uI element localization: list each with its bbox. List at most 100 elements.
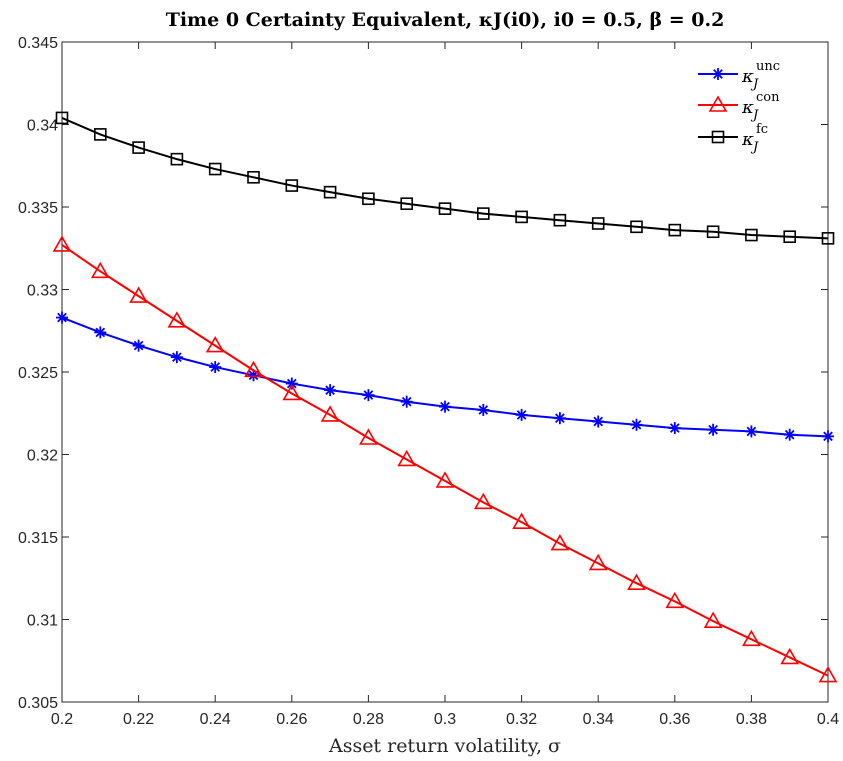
y-axis: 0.305 0.31 0.315 0.32 0.325 0.33 0.335 0.34 0.34… bbox=[18, 35, 828, 712]
x-axis-label: Asset return volatility, σ bbox=[328, 735, 561, 757]
x-tick-label: 0.32 bbox=[506, 711, 537, 728]
legend-label-base: κ bbox=[741, 97, 754, 118]
asterisk-marker bbox=[515, 408, 528, 421]
asterisk-marker bbox=[712, 68, 724, 80]
triangle-marker bbox=[90, 261, 110, 279]
triangle-marker bbox=[627, 573, 646, 591]
x-tick-label: 0.24 bbox=[200, 711, 231, 728]
y-tick-label: 0.335 bbox=[18, 200, 58, 217]
square-marker bbox=[706, 225, 720, 239]
square-marker bbox=[821, 232, 835, 245]
triangle-marker bbox=[588, 553, 608, 571]
square-marker bbox=[591, 217, 605, 230]
square-marker bbox=[208, 162, 222, 176]
triangle-marker bbox=[129, 286, 148, 303]
series-asterisk bbox=[56, 311, 834, 443]
square-marker bbox=[400, 197, 414, 210]
square-marker bbox=[55, 111, 69, 125]
square-marker bbox=[285, 179, 299, 192]
asterisk-marker bbox=[362, 389, 375, 402]
square-marker bbox=[132, 141, 145, 154]
asterisk-marker bbox=[94, 326, 107, 339]
triangle-marker bbox=[473, 492, 493, 510]
asterisk-marker bbox=[439, 400, 451, 413]
triangle-marker bbox=[780, 647, 800, 665]
square-marker bbox=[668, 223, 682, 237]
triangle-marker bbox=[435, 471, 455, 488]
asterisk-marker bbox=[707, 423, 720, 436]
triangle-marker bbox=[320, 405, 340, 422]
series-layer bbox=[52, 111, 838, 683]
triangle-marker bbox=[52, 235, 72, 252]
triangle-marker bbox=[708, 95, 728, 112]
y-tick-label: 0.32 bbox=[27, 448, 58, 465]
square-marker bbox=[170, 152, 184, 166]
series-line bbox=[61, 116, 829, 240]
series-line bbox=[61, 244, 829, 677]
asterisk-marker bbox=[822, 430, 834, 443]
x-tick-label: 0.34 bbox=[583, 711, 614, 728]
triangle-marker bbox=[167, 311, 187, 328]
triangle-marker bbox=[512, 512, 531, 529]
legend-label-sup: unc bbox=[756, 59, 780, 74]
asterisk-marker bbox=[209, 361, 222, 374]
asterisk-marker bbox=[324, 384, 337, 397]
asterisk-marker bbox=[477, 403, 490, 416]
x-tick-label: 0.3 bbox=[434, 711, 456, 728]
triangle-marker bbox=[282, 383, 302, 401]
x-axis: 0.2 0.22 0.24 0.26 0.28 0.3 0.32 0.34 0.36 0.38 0.… bbox=[51, 42, 839, 728]
legend-label-sub: J bbox=[750, 77, 759, 92]
asterisk-marker bbox=[285, 377, 298, 390]
triangle-marker bbox=[665, 591, 685, 609]
x-tick-label: 0.36 bbox=[659, 711, 690, 728]
y-tick-label: 0.34 bbox=[27, 118, 58, 135]
y-tick-label: 0.31 bbox=[27, 613, 58, 630]
asterisk-marker bbox=[553, 412, 566, 425]
series-triangle bbox=[52, 235, 838, 683]
x-tick-label: 0.38 bbox=[736, 711, 767, 728]
square-marker bbox=[711, 130, 725, 144]
asterisk-marker bbox=[745, 425, 758, 438]
y-tick-label: 0.345 bbox=[18, 35, 58, 52]
x-tick-label: 0.4 bbox=[817, 711, 839, 728]
y-tick-label: 0.305 bbox=[18, 695, 58, 712]
triangle-marker bbox=[359, 428, 378, 445]
square-marker bbox=[553, 213, 567, 227]
x-tick-label: 0.26 bbox=[276, 711, 307, 728]
square-marker bbox=[783, 230, 797, 243]
asterisk-marker bbox=[668, 422, 681, 435]
triangle-marker bbox=[244, 360, 263, 378]
square-marker bbox=[94, 128, 107, 141]
triangle-marker bbox=[703, 611, 723, 628]
triangle-marker bbox=[550, 533, 570, 551]
triangle-marker bbox=[397, 449, 417, 467]
triangle-marker bbox=[205, 335, 225, 353]
square-marker bbox=[476, 207, 490, 220]
series-square bbox=[55, 111, 835, 245]
legend-label-base: κ bbox=[741, 66, 754, 87]
square-marker bbox=[515, 210, 528, 224]
square-marker bbox=[247, 171, 260, 184]
y-tick-label: 0.315 bbox=[18, 530, 58, 547]
legend-label-base: κ bbox=[741, 129, 754, 150]
y-tick-label: 0.325 bbox=[18, 365, 58, 382]
legend-label-sup: fc bbox=[756, 122, 768, 137]
legend-label-sup: con bbox=[756, 90, 780, 105]
x-tick-label: 0.22 bbox=[123, 711, 154, 728]
asterisk-marker bbox=[170, 351, 183, 364]
asterisk-marker bbox=[592, 415, 605, 428]
x-tick-label: 0.2 bbox=[51, 711, 73, 728]
square-marker bbox=[745, 228, 758, 242]
asterisk-marker bbox=[783, 428, 796, 441]
asterisk-marker bbox=[132, 339, 145, 352]
triangle-marker bbox=[818, 665, 838, 683]
triangle-marker bbox=[742, 629, 761, 647]
asterisk-marker bbox=[56, 311, 68, 324]
square-marker bbox=[362, 192, 375, 206]
square-marker bbox=[630, 220, 643, 234]
asterisk-marker bbox=[630, 418, 643, 431]
square-marker bbox=[438, 202, 452, 215]
square-marker bbox=[323, 185, 337, 199]
